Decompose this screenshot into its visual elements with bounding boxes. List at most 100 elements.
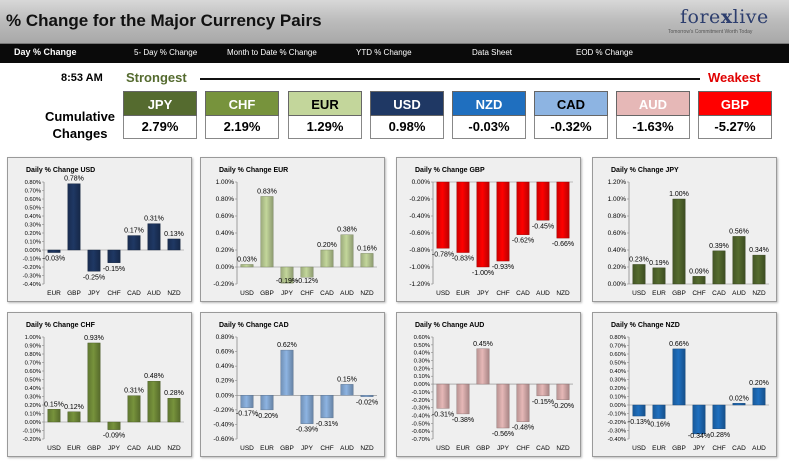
chart-title: Daily % Change USD — [26, 167, 95, 174]
x-tick-label: NZD — [167, 290, 181, 297]
x-tick-label: AUD — [752, 445, 766, 452]
data-label: 0.78% — [64, 176, 84, 183]
bar — [712, 404, 726, 429]
y-tick-label: 0.80% — [216, 334, 235, 341]
data-label: -0.02% — [356, 400, 378, 407]
y-tick-label: 0.20% — [25, 231, 41, 237]
data-label: -0.15% — [532, 399, 554, 406]
nav-data-sheet[interactable]: Data Sheet — [472, 48, 513, 57]
y-tick-label: -0.70% — [412, 437, 430, 443]
nav-mtd-change[interactable]: Month to Date % Change — [227, 48, 317, 57]
nav-5day-change[interactable]: 5- Day % Change — [134, 48, 198, 57]
y-tick-label: 0.20% — [216, 247, 235, 254]
bar — [320, 395, 334, 419]
y-tick-label: 0.40% — [216, 230, 235, 237]
x-tick-label: CAD — [127, 445, 141, 452]
bar — [456, 181, 470, 253]
x-tick-label: USD — [47, 445, 61, 452]
bar — [536, 181, 550, 221]
y-tick-label: 0.40% — [25, 386, 41, 392]
data-label: 0.17% — [124, 228, 144, 235]
pair-name: EUR — [288, 91, 362, 116]
x-tick-label: NZD — [360, 445, 374, 452]
x-tick-label: EUR — [456, 290, 470, 297]
cumulative-changes-label: Cumulative Changes — [44, 109, 116, 141]
bar — [107, 249, 121, 263]
x-tick-label: GBP — [87, 445, 101, 452]
chart-panel-4: Daily % Change JPY 0.00% 0.20% 0.40% 0.60% 0.… — [592, 157, 777, 302]
y-tick-label: 0.10% — [610, 395, 626, 401]
y-tick-label: 0.30% — [610, 378, 626, 384]
data-label: 0.39% — [709, 243, 729, 250]
x-tick-label: AUD — [732, 290, 746, 297]
pair-tile-aud: AUD -1.63% — [616, 91, 690, 139]
x-tick-label: CHF — [300, 290, 313, 297]
header-bar: % Change for the Major Currency Pairs fo… — [0, 0, 789, 44]
nav-eod-change[interactable]: EOD % Change — [576, 48, 633, 57]
data-label: -0.09% — [103, 433, 125, 440]
x-tick-label: NZD — [752, 290, 766, 297]
data-label: 0.13% — [164, 231, 184, 238]
forexlive-logo[interactable]: forexlive Tomorrow's Commitment Worth To… — [658, 5, 778, 39]
x-tick-label: GBP — [672, 445, 686, 452]
data-label: 0.62% — [277, 342, 297, 349]
chart-panel-8: Daily % Change NZD -0.40% -0.30% -0.20% -0.1… — [592, 312, 777, 457]
bar — [476, 348, 490, 385]
y-tick-label: -0.10% — [23, 257, 41, 263]
pair-tile-jpy: JPY 2.79% — [123, 91, 197, 139]
data-label: -0.62% — [512, 238, 534, 245]
bar — [672, 348, 686, 406]
x-tick-label: EUR — [456, 445, 470, 452]
y-tick-label: 0.50% — [414, 343, 430, 349]
y-tick-label: 0.40% — [414, 351, 430, 357]
y-tick-label: -1.20% — [409, 281, 430, 288]
logo-wordmark: forexlive — [680, 6, 769, 28]
x-tick-label: GBP — [672, 290, 686, 297]
nav-ytd-change[interactable]: YTD % Change — [356, 48, 412, 57]
y-tick-label: 0.10% — [25, 240, 41, 246]
y-tick-label: 0.70% — [25, 189, 41, 195]
bar — [360, 395, 374, 397]
bar — [340, 234, 354, 268]
pair-name: CHF — [205, 91, 279, 116]
x-tick-label: AUD — [340, 445, 354, 452]
y-tick-label: -0.30% — [23, 274, 41, 280]
pair-value: 2.79% — [123, 116, 197, 139]
bar — [47, 249, 61, 253]
bar — [280, 266, 294, 284]
data-label: -0.45% — [532, 223, 554, 230]
chart-panel-1: Daily % Change USD -0.40% -0.30% -0.20% -0.1… — [7, 157, 192, 302]
data-label: -0.19% — [276, 278, 298, 285]
data-label: 0.83% — [257, 188, 277, 195]
nav-bar: Day % Change 5- Day % Change Month to Da… — [0, 44, 789, 63]
y-tick-label: 0.00% — [608, 281, 627, 288]
y-tick-label: 0.70% — [25, 361, 41, 367]
y-tick-label: 0.80% — [25, 180, 41, 186]
data-label: -0.12% — [296, 278, 318, 285]
y-tick-label: -0.30% — [608, 429, 626, 435]
timestamp: 8:53 AM — [61, 72, 103, 84]
y-tick-label: -0.10% — [608, 412, 626, 418]
y-tick-label: 0.60% — [216, 213, 235, 220]
x-tick-label: CAD — [732, 445, 746, 452]
chart-title: Daily % Change JPY — [611, 167, 679, 174]
pair-tile-usd: USD 0.98% — [370, 91, 444, 139]
y-tick-label: 0.00% — [414, 382, 430, 388]
x-tick-label: USD — [240, 290, 254, 297]
bar — [652, 267, 666, 285]
data-label: 0.16% — [357, 245, 377, 252]
page-title: % Change for the Major Currency Pairs — [6, 11, 322, 30]
x-tick-label: USD — [632, 445, 646, 452]
x-tick-label: CAD — [127, 290, 141, 297]
data-label: 0.19% — [649, 260, 669, 267]
data-label: 0.02% — [729, 395, 749, 402]
y-tick-label: 0.90% — [25, 344, 41, 350]
data-label: 0.31% — [144, 216, 164, 223]
nav-day-change[interactable]: Day % Change — [14, 47, 77, 57]
data-label: -0.28% — [708, 432, 730, 439]
bar — [167, 238, 181, 251]
data-label: -0.83% — [452, 256, 474, 263]
y-tick-label: -0.10% — [412, 390, 430, 396]
bar-chart: Daily % Change EUR -0.20% 0.00% 0.20% 0.40% 0… — [213, 167, 377, 297]
pair-tile-eur: EUR 1.29% — [288, 91, 362, 139]
